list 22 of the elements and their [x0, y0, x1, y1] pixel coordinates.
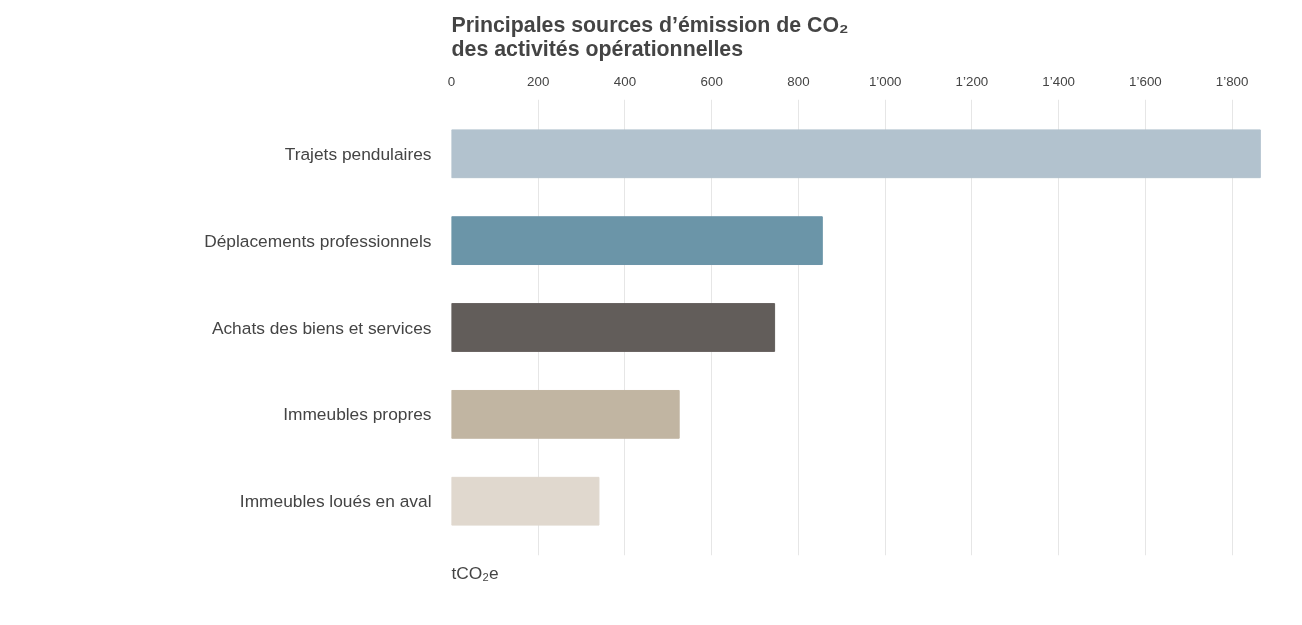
x-axis-title: tCO₂e	[451, 562, 499, 583]
bar	[451, 303, 776, 352]
x-tick-label: 1’800	[1215, 73, 1249, 89]
y-tick-label: Immeubles loués en aval	[239, 491, 432, 512]
x-tick-label: 400	[613, 73, 637, 89]
x-tick-label: 1’000	[868, 73, 902, 89]
y-tick-label: Trajets pendulaires	[284, 143, 432, 164]
x-tick-label: 1’400	[1042, 73, 1075, 89]
x-tick-label: 1’600	[1129, 73, 1162, 89]
bar	[451, 476, 600, 526]
x-tick-label: 200	[527, 73, 550, 89]
bar	[451, 129, 1261, 179]
chart-title: Principales sources d’émission de CO₂ des activités opérationnelles	[451, 12, 849, 61]
x-tick-label: 1’200	[955, 73, 989, 89]
bar	[451, 389, 680, 439]
x-tick-label: 800	[787, 73, 810, 89]
bar	[451, 216, 823, 266]
y-tick-label: Achats des biens et services	[211, 317, 432, 338]
x-tick-label: 600	[700, 73, 723, 89]
y-tick-label: Immeubles propres	[283, 404, 432, 425]
x-tick-label: 0	[447, 73, 456, 89]
y-tick-label: Déplacements professionnels	[204, 230, 432, 251]
